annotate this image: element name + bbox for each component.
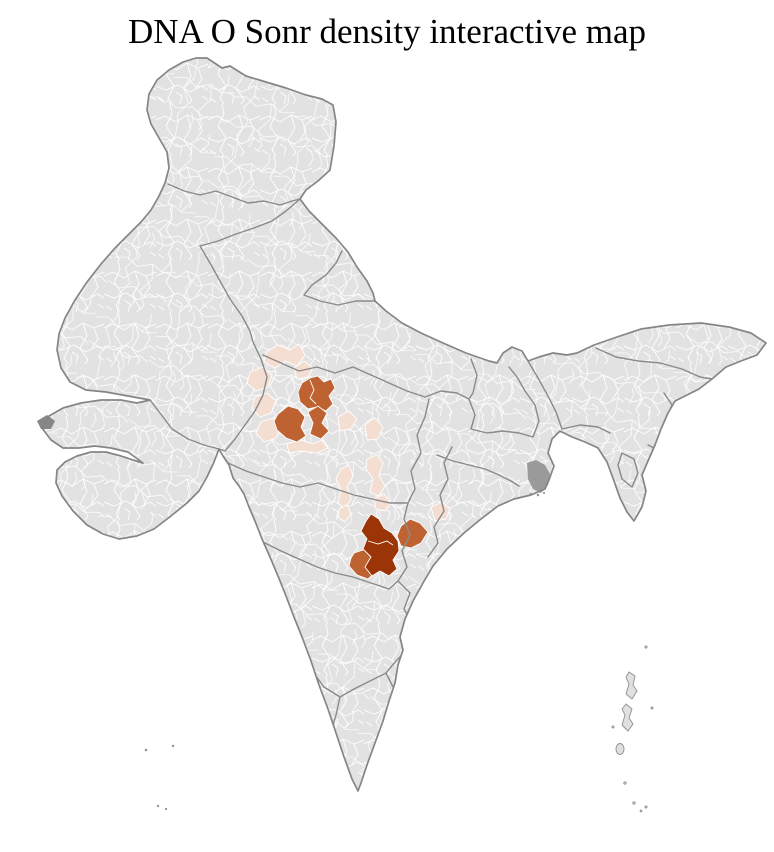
southeast-density-cluster[interactable] <box>335 454 451 580</box>
sundarbans-delta[interactable] <box>527 460 550 497</box>
district-density-low[interactable] <box>364 417 384 441</box>
district-density-low[interactable] <box>286 439 329 454</box>
andaman-nicobar-islands[interactable] <box>611 645 654 813</box>
district-density-low[interactable] <box>335 464 354 510</box>
district-density-medium[interactable] <box>273 405 307 443</box>
map-title: DNA O Sonr density interactive map <box>127 12 647 51</box>
district-density-low[interactable] <box>337 504 352 523</box>
district-density-low[interactable] <box>373 493 392 512</box>
district-density-medium[interactable] <box>307 405 330 440</box>
district-border-line <box>309 379 317 405</box>
district-border-line <box>367 540 394 546</box>
district-density-low[interactable] <box>263 343 306 369</box>
lakshadweep-islands[interactable] <box>144 744 175 811</box>
district-density-low[interactable] <box>430 501 451 522</box>
district-mesh-layer-2 <box>42 58 766 791</box>
state-borders <box>149 183 713 774</box>
district-density-low[interactable] <box>337 410 358 432</box>
district-density-low[interactable] <box>251 392 277 418</box>
district-density-high[interactable] <box>360 513 400 577</box>
district-density-medium[interactable] <box>297 375 336 412</box>
district-density-low[interactable] <box>365 454 386 497</box>
